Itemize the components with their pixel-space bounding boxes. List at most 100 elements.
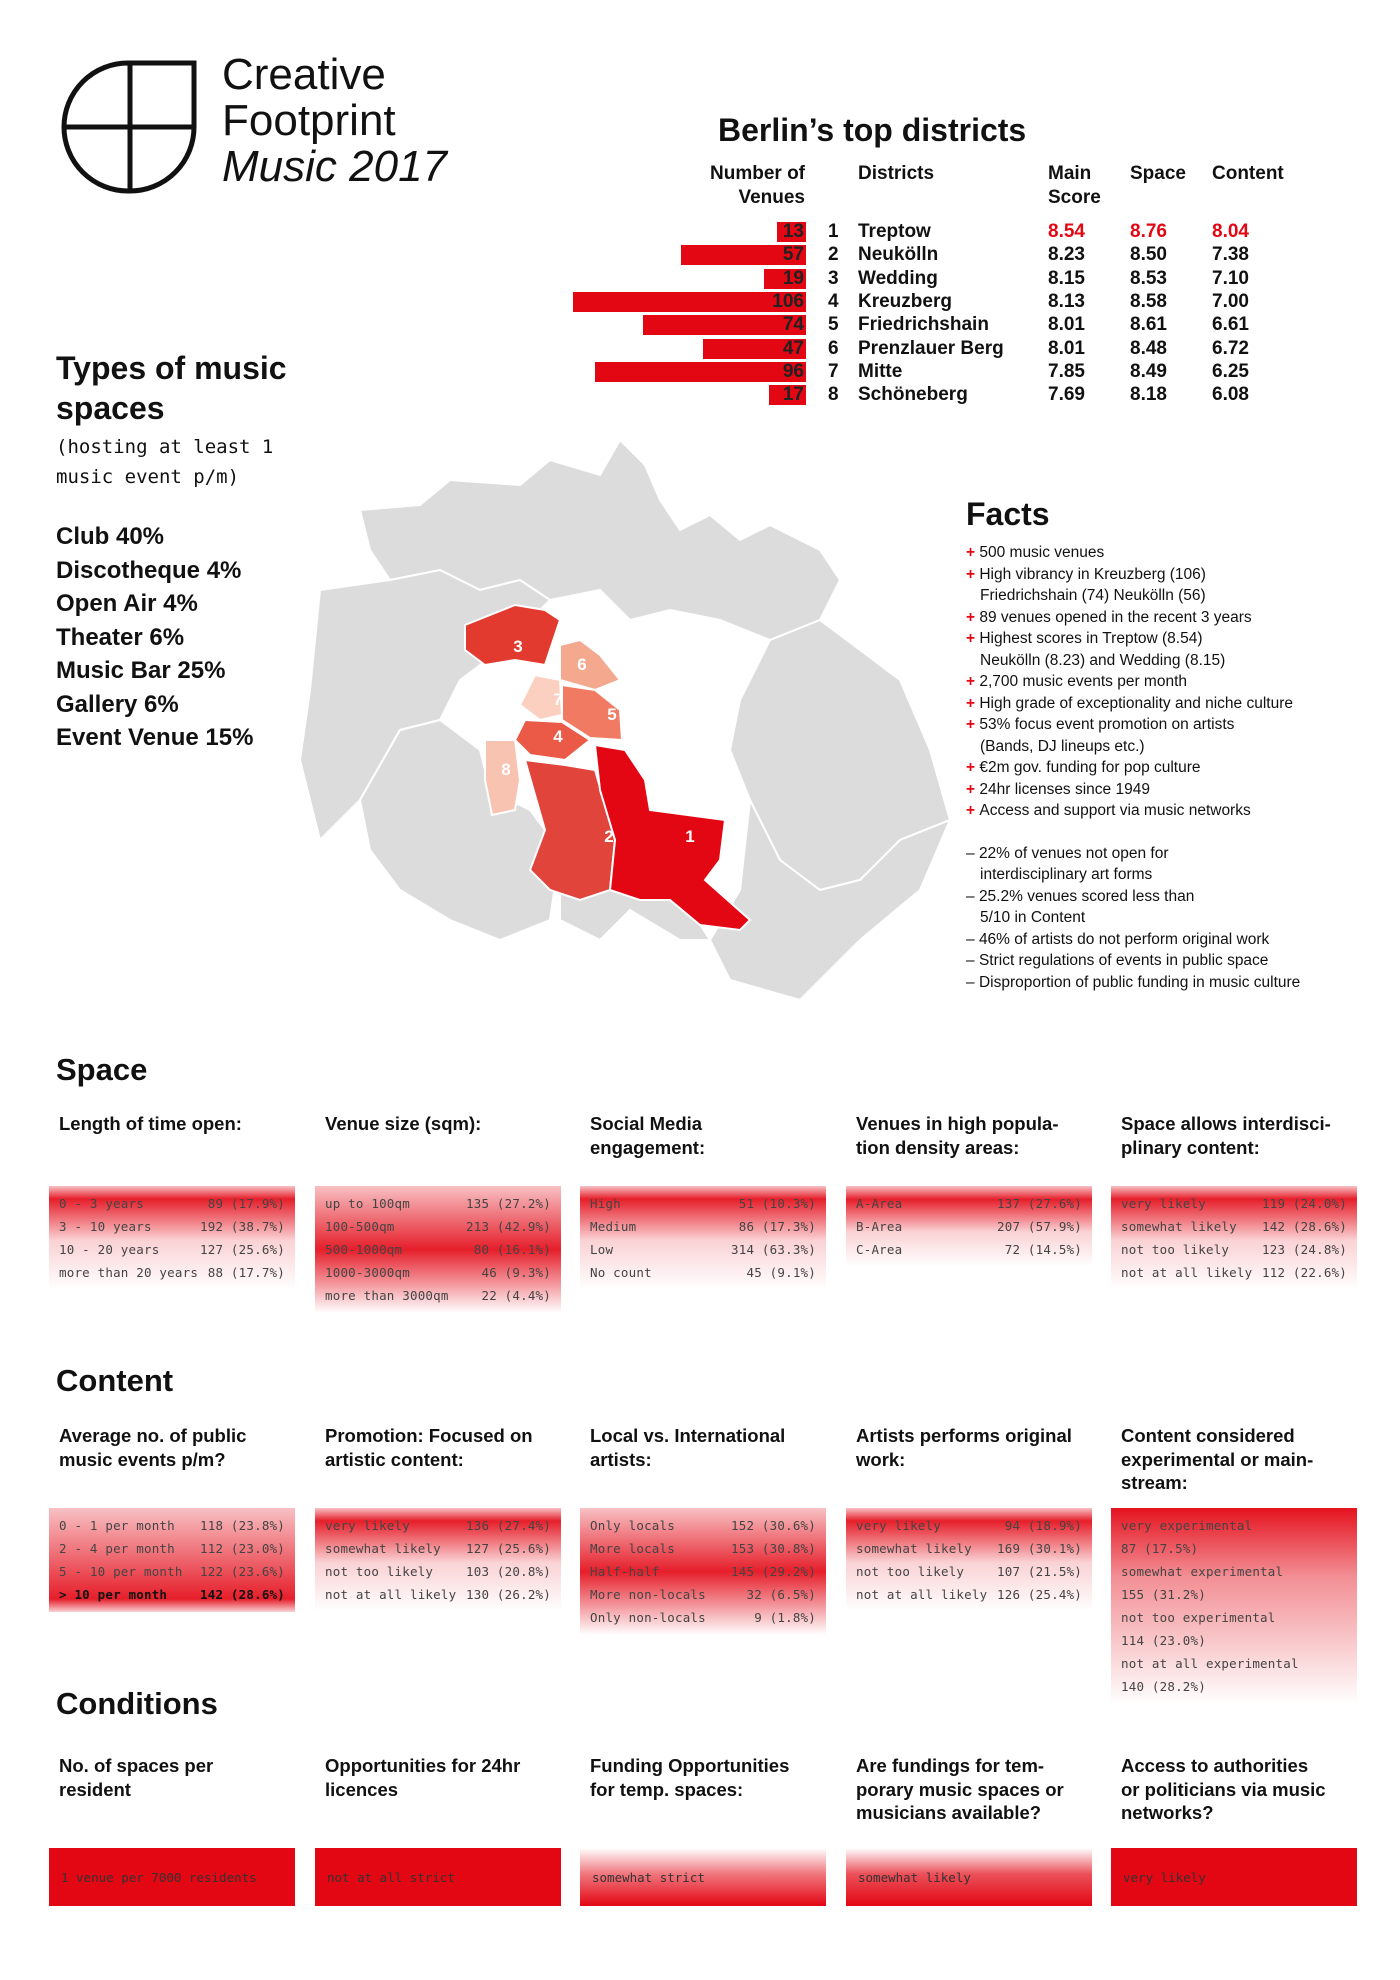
question-line: Funding Opportunities xyxy=(590,1755,790,1776)
map-label-1: 1 xyxy=(685,827,694,846)
map-district-1 xyxy=(593,743,752,932)
question-line: musicians available? xyxy=(856,1802,1042,1823)
condition-value: somewhat strict xyxy=(592,1869,705,1885)
content-score: 7.00 xyxy=(1212,290,1249,312)
row-value: 169 (30.1%) xyxy=(997,1541,1082,1556)
data-row: Only locals 152 (30.6%) xyxy=(580,1514,826,1537)
fact-negative: – Disproportion of public funding in mus… xyxy=(966,972,1386,994)
fact-text: 22% of venues not open for xyxy=(978,844,1169,862)
question-line: Access to authorities xyxy=(1121,1755,1309,1776)
data-row: very likely 119 (24.0%) xyxy=(1111,1192,1357,1215)
condition-question: Access to authorities or politicians via … xyxy=(1121,1754,1361,1825)
space-score: 8.61 xyxy=(1130,314,1167,336)
data-box: Only locals 152 (30.6%) More locals 153 (30… xyxy=(580,1508,826,1635)
map-label-2: 2 xyxy=(604,827,613,846)
question-line: Content considered xyxy=(1121,1425,1295,1446)
plus-icon: + xyxy=(966,759,980,776)
district-rank: 6 xyxy=(828,337,839,359)
row-value: 32 (6.5%) xyxy=(746,1587,816,1602)
data-row: 3 - 10 years 192 (38.7%) xyxy=(49,1215,295,1238)
row-label: More locals xyxy=(590,1541,675,1556)
row-value: 127 (25.6%) xyxy=(200,1242,285,1257)
district-rank: 2 xyxy=(828,244,839,266)
minus-icon: – xyxy=(966,930,979,948)
question-line: for temp. spaces: xyxy=(590,1778,744,1800)
row-label: 5 - 10 per month xyxy=(59,1564,183,1579)
district-rank: 8 xyxy=(828,384,839,406)
fact-text: Access and support via music networks xyxy=(979,802,1251,819)
row-label: Only locals xyxy=(590,1518,675,1533)
condition-bar: not at all strict xyxy=(315,1848,561,1906)
fact-text: €2m gov. funding for pop culture xyxy=(979,759,1201,776)
minus-icon: – xyxy=(966,844,979,862)
venue-bar xyxy=(777,222,806,242)
top-districts-title: Berlin’s top districts xyxy=(718,112,1027,148)
music-space-type: Music Bar 25% xyxy=(56,657,226,684)
fact-text: 500 music venues xyxy=(979,544,1105,561)
row-label: somewhat likely xyxy=(1121,1219,1237,1234)
row-value: 192 (38.7%) xyxy=(200,1219,285,1234)
data-row: somewhat experimental xyxy=(1111,1560,1357,1583)
question-line: work: xyxy=(856,1448,906,1470)
facts-list: + 500 music venues + High vibrancy in Kre… xyxy=(966,542,1386,993)
row-value: 45 (9.1%) xyxy=(746,1265,816,1280)
data-row: 2 - 4 per month 112 (23.0%) xyxy=(49,1537,295,1560)
condition-bar: very likely xyxy=(1111,1848,1357,1906)
music-space-type: Gallery 6% xyxy=(56,690,179,718)
question-line: music events p/m? xyxy=(59,1448,226,1470)
row-label: somewhat experimental xyxy=(1121,1564,1284,1579)
data-row: more than 20 years 88 (17.7%) xyxy=(49,1261,295,1284)
fact-negative: – 22% of venues not open for xyxy=(966,843,1386,865)
row-value: 112 (22.6%) xyxy=(1262,1265,1347,1280)
row-label: A-Area xyxy=(856,1196,903,1211)
data-row: not at all likely 130 (26.2%) xyxy=(315,1583,561,1606)
data-row: very likely 136 (27.4%) xyxy=(315,1514,561,1537)
data-row: 0 - 1 per month 118 (23.8%) xyxy=(49,1514,295,1537)
data-row: 5 - 10 per month 122 (23.6%) xyxy=(49,1560,295,1583)
condition-question: Funding Opportunities for temp. spaces: xyxy=(590,1754,830,1801)
row-label: more than 20 years xyxy=(59,1265,199,1280)
condition-bar: somewhat likely xyxy=(846,1848,1092,1906)
fact-text-cont: 5/10 in Content xyxy=(980,909,1086,926)
question-line: Local vs. International xyxy=(590,1425,786,1446)
row-value: 142 (28.6%) xyxy=(200,1587,285,1602)
row-label: Low xyxy=(590,1242,614,1257)
data-row: 140 (28.2%) xyxy=(1111,1675,1357,1698)
district-name: Neukölln xyxy=(858,244,939,266)
data-row: More non-locals 32 (6.5%) xyxy=(580,1583,826,1606)
venue-bar xyxy=(680,245,806,266)
data-row: Only non-locals 9 (1.8%) xyxy=(580,1606,826,1629)
row-label: 3 - 10 years xyxy=(59,1219,152,1234)
music-space-type: Theater 6% xyxy=(56,623,185,651)
row-label: 114 (23.0%) xyxy=(1121,1633,1206,1648)
row-value: 137 (27.6%) xyxy=(997,1196,1082,1211)
music-space-type: Club 40% xyxy=(56,523,165,550)
space-score: 8.58 xyxy=(1130,290,1167,312)
brand-line-3: Music 2017 xyxy=(222,142,448,191)
row-label: 1000-3000qm xyxy=(325,1265,410,1280)
fact-text-cont: Friedrichshain (74) Neukölln (56) xyxy=(980,587,1206,604)
question-line: Space allows interdisci- xyxy=(1121,1113,1331,1134)
data-row: 155 (31.2%) xyxy=(1111,1583,1357,1606)
music-space-type: Open Air 4% xyxy=(56,590,198,617)
plus-icon: + xyxy=(966,608,980,626)
data-row: more than 3000qm 22 (4.4%) xyxy=(315,1284,561,1307)
question-line: plinary content: xyxy=(1121,1136,1260,1158)
content-score: 6.61 xyxy=(1212,314,1249,336)
row-label: somewhat likely xyxy=(325,1541,441,1556)
plus-icon: + xyxy=(966,673,980,690)
data-box: very likely 94 (18.9%) somewhat likely 169 … xyxy=(846,1508,1092,1612)
row-value: 72 (14.5%) xyxy=(1004,1242,1082,1257)
minus-icon: – xyxy=(966,973,979,991)
main-score: 7.69 xyxy=(1048,384,1085,406)
fact-positive: + €2m gov. funding for pop culture xyxy=(966,757,1386,779)
row-value: 126 (25.4%) xyxy=(997,1587,1082,1602)
plus-icon: + xyxy=(966,802,980,819)
venue-count: 96 xyxy=(782,360,804,382)
row-value: 213 (42.9%) xyxy=(466,1219,551,1234)
plus-icon: + xyxy=(966,544,980,561)
main-score: 8.54 xyxy=(1048,221,1085,242)
data-row: up to 100qm 135 (27.2%) xyxy=(315,1192,561,1215)
fact-positive: + 500 music venues xyxy=(966,542,1386,564)
row-value: 207 (57.9%) xyxy=(997,1219,1082,1234)
